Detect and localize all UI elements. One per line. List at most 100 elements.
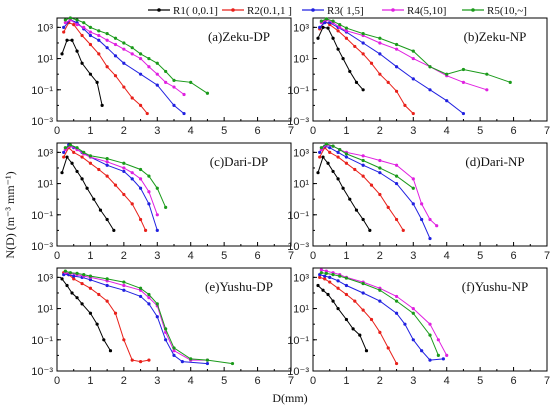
data-point bbox=[394, 299, 399, 303]
data-point bbox=[331, 169, 335, 174]
x-tick-label: 4 bbox=[188, 125, 194, 137]
data-point bbox=[205, 358, 210, 362]
y-tick-label: 10³ bbox=[293, 272, 309, 284]
data-point bbox=[461, 67, 466, 72]
data-point bbox=[344, 292, 349, 297]
data-point bbox=[328, 280, 332, 284]
series-5 bbox=[319, 142, 415, 190]
data-point bbox=[88, 154, 93, 158]
data-point bbox=[336, 177, 340, 181]
series-1 bbox=[316, 25, 365, 92]
data-point bbox=[361, 163, 365, 167]
data-point bbox=[411, 49, 415, 53]
data-point bbox=[113, 42, 118, 47]
data-point bbox=[369, 317, 374, 322]
data-point bbox=[348, 197, 352, 201]
data-point bbox=[70, 38, 74, 42]
x-tick-label: 4 bbox=[444, 250, 450, 262]
y-tick-label: 10⁻¹ bbox=[31, 210, 53, 222]
data-point bbox=[97, 292, 101, 297]
x-tick-label: 1 bbox=[87, 250, 93, 262]
data-point bbox=[105, 46, 109, 50]
data-point bbox=[328, 275, 332, 279]
data-point bbox=[70, 291, 74, 295]
data-point bbox=[321, 155, 325, 159]
data-point bbox=[344, 36, 349, 40]
data-point bbox=[445, 99, 449, 103]
legend-swatch-marker bbox=[311, 8, 315, 12]
y-tick-label: 10¹ bbox=[293, 54, 309, 66]
x-tick-label: 0 bbox=[54, 250, 60, 262]
legend-label: R2(0.1,1 ] bbox=[247, 5, 292, 17]
data-point bbox=[108, 349, 113, 353]
data-point bbox=[403, 322, 407, 326]
data-point bbox=[428, 65, 432, 69]
data-point bbox=[378, 288, 382, 292]
x-tick-label: 3 bbox=[154, 250, 160, 262]
data-point bbox=[138, 294, 143, 299]
series-1 bbox=[60, 38, 104, 107]
data-point bbox=[105, 38, 109, 42]
panel-label: (e)Yushu-DP bbox=[205, 279, 273, 294]
data-point bbox=[70, 161, 74, 165]
data-point bbox=[92, 197, 96, 201]
data-point bbox=[324, 142, 328, 146]
data-point bbox=[394, 294, 399, 299]
data-point bbox=[378, 330, 382, 334]
data-point bbox=[62, 150, 66, 154]
data-point bbox=[155, 315, 159, 319]
x-tick-label: 5 bbox=[477, 250, 483, 262]
data-point bbox=[361, 281, 365, 286]
data-point bbox=[155, 213, 159, 217]
data-point bbox=[138, 72, 143, 76]
data-point bbox=[336, 150, 340, 154]
data-point bbox=[105, 277, 109, 281]
data-point bbox=[368, 228, 372, 232]
data-point bbox=[130, 358, 134, 362]
data-point bbox=[319, 271, 323, 275]
data-point bbox=[319, 19, 323, 23]
data-point bbox=[336, 286, 340, 290]
data-point bbox=[143, 228, 148, 232]
data-point bbox=[189, 80, 193, 84]
data-point bbox=[122, 280, 126, 284]
data-point bbox=[122, 61, 126, 65]
data-point bbox=[428, 88, 432, 92]
x-axis-label: D(mm) bbox=[272, 391, 307, 405]
data-point bbox=[394, 163, 399, 167]
data-point bbox=[331, 273, 335, 277]
data-point bbox=[401, 228, 405, 232]
x-tick-label: 6 bbox=[255, 125, 261, 137]
data-point bbox=[105, 31, 109, 36]
data-point bbox=[155, 61, 159, 65]
data-point bbox=[68, 16, 72, 20]
data-point bbox=[138, 103, 143, 107]
x-tick-label: 7 bbox=[544, 375, 550, 387]
data-point bbox=[130, 171, 134, 175]
data-point bbox=[420, 217, 424, 222]
legend-swatch-marker bbox=[391, 8, 395, 12]
data-point bbox=[122, 338, 126, 342]
data-point bbox=[147, 296, 151, 300]
data-point bbox=[326, 26, 330, 30]
x-tick-label: 7 bbox=[544, 125, 550, 137]
data-point bbox=[172, 346, 176, 350]
data-point bbox=[338, 25, 342, 29]
data-point bbox=[411, 177, 415, 181]
series-line bbox=[319, 22, 464, 114]
data-point bbox=[324, 271, 328, 275]
x-tick-label: 4 bbox=[444, 375, 450, 387]
data-point bbox=[63, 146, 67, 150]
data-point bbox=[62, 25, 66, 29]
data-point bbox=[75, 49, 79, 53]
y-tick-label: 10⁻³ bbox=[287, 366, 309, 378]
x-tick-label: 6 bbox=[511, 250, 517, 262]
x-tick-label: 6 bbox=[255, 375, 261, 387]
legend-swatch-marker bbox=[471, 8, 475, 12]
x-tick-label: 1 bbox=[343, 250, 349, 262]
series-line bbox=[61, 156, 115, 231]
data-point bbox=[461, 80, 466, 84]
data-point bbox=[336, 306, 340, 311]
data-point bbox=[138, 186, 143, 190]
